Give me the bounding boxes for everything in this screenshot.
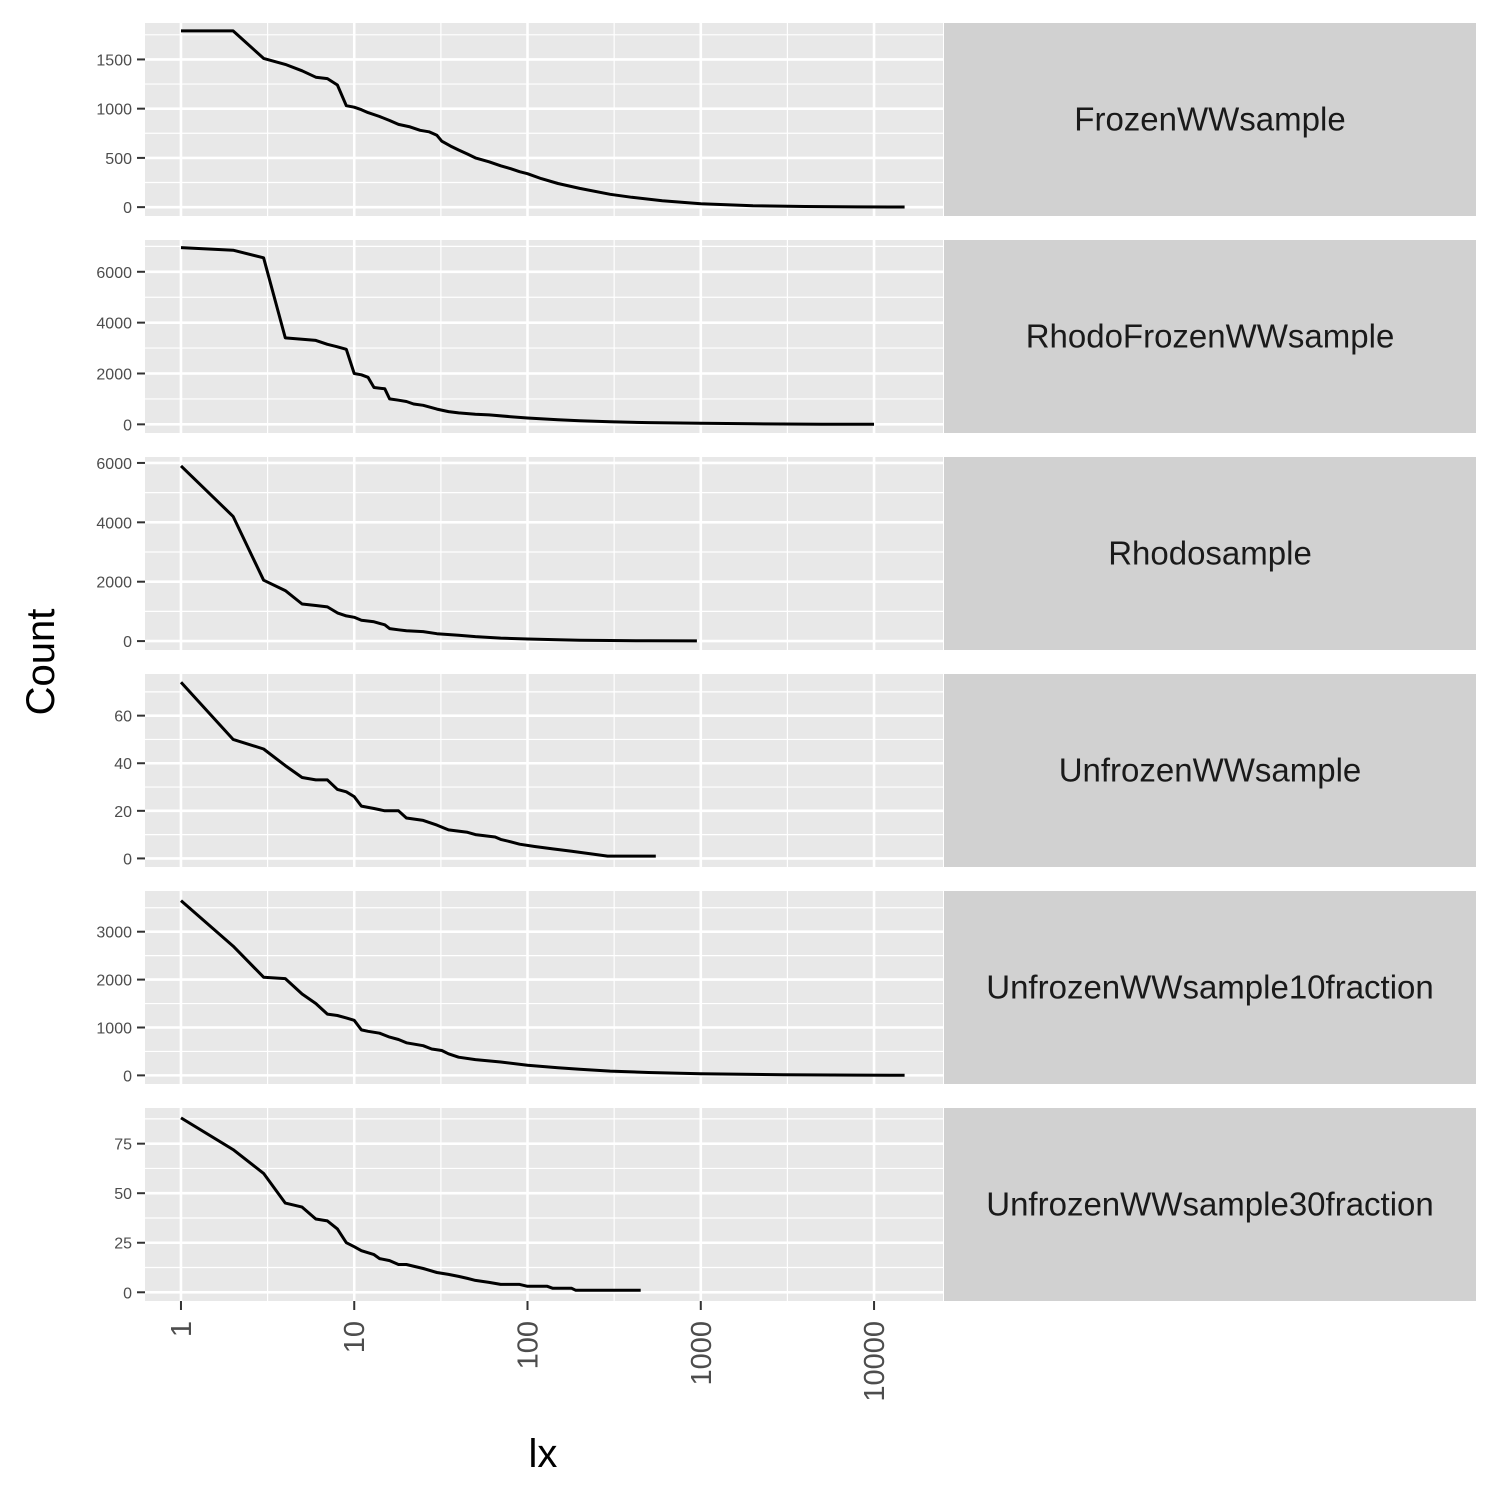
y-tick-label: 2000 <box>96 973 132 990</box>
series-line <box>179 681 656 858</box>
y-tick-label: 6000 <box>96 456 132 473</box>
facet-panel: 0 25 50 75 UnfrozenWWsample30fraction <box>114 1108 1476 1302</box>
y-tick-label: 40 <box>114 756 132 773</box>
series-line <box>179 464 697 643</box>
panels-group: 050010001500FrozenWWsample0200040006000R… <box>96 23 1476 1302</box>
y-tick-label: 1000 <box>96 1020 132 1037</box>
facet-panel: 0 2000 4000 6000 Rhodosample <box>96 456 1476 651</box>
facet-panel: 0 1000 2000 3000 UnfrozenWWsample10fraction <box>96 891 1476 1085</box>
facet-strip <box>944 457 1476 650</box>
y-tick-label: 0 <box>123 1068 132 1085</box>
series-line <box>180 899 905 1077</box>
panel-background <box>145 674 943 867</box>
panel-background <box>145 457 943 650</box>
x-tick-label: 1000 <box>686 1321 718 1386</box>
facet-strip <box>944 240 1476 433</box>
panel-background <box>145 240 943 433</box>
x-axis-title: lx <box>529 1432 558 1476</box>
facet-strip-label: FrozenWWsample <box>1074 101 1345 138</box>
facet-strip-label: UnfrozenWWsample30fraction <box>986 1186 1434 1223</box>
panel-background <box>145 891 943 1084</box>
y-tick-label: 20 <box>114 804 132 821</box>
y-tick-label: 0 <box>123 417 132 434</box>
y-tick-label: 1000 <box>96 102 132 119</box>
y-tick-label: 1500 <box>96 52 132 69</box>
y-tick-label: 75 <box>114 1137 132 1154</box>
facet-strip-label: RhodoFrozenWWsample <box>1026 318 1395 355</box>
y-tick-label: 0 <box>123 1285 132 1302</box>
x-axis: 1 10 100 1000 10000 <box>166 1301 891 1402</box>
facet-panel: 0 500 1000 1500 FrozenWWsample <box>96 23 1476 217</box>
facet-strip-label: UnfrozenWWsample <box>1059 752 1362 789</box>
facet-strip <box>944 891 1476 1084</box>
facet-strip <box>944 23 1476 216</box>
facet-strip-label: Rhodosample <box>1108 535 1312 572</box>
facet-strip <box>944 1108 1476 1301</box>
facet-panel: 0 2000 4000 6000 RhodoFrozenWWsample <box>96 240 1476 434</box>
series-line <box>180 246 875 426</box>
series-line <box>180 1116 641 1292</box>
y-tick-label: 50 <box>114 1186 132 1203</box>
y-tick-label: 4000 <box>96 515 132 532</box>
x-tick-label: 1 <box>166 1321 198 1337</box>
y-tick-label: 0 <box>123 851 132 868</box>
y-tick-label: 6000 <box>96 265 132 282</box>
y-tick-label: 25 <box>114 1236 132 1253</box>
panel-background <box>145 23 943 216</box>
facet-strip <box>944 674 1476 867</box>
y-tick-label: 60 <box>114 709 132 726</box>
y-tick-label: 3000 <box>96 925 132 942</box>
panel-background <box>145 1108 943 1301</box>
y-tick-label: 500 <box>105 151 132 168</box>
x-tick-label: 10 <box>339 1321 371 1353</box>
y-tick-label: 0 <box>123 200 132 217</box>
facet-panel: 0 20 40 60 UnfrozenWWsample <box>114 674 1476 868</box>
y-tick-label: 2000 <box>96 575 132 592</box>
y-tick-label: 0 <box>123 634 132 651</box>
x-tick-label: 10000 <box>859 1321 891 1402</box>
y-axis-title: Count <box>19 609 63 716</box>
x-tick-label: 100 <box>513 1321 545 1369</box>
facet-strip-label: UnfrozenWWsample10fraction <box>986 969 1434 1006</box>
series-line <box>181 29 905 209</box>
y-tick-label: 4000 <box>96 316 132 333</box>
y-tick-label: 2000 <box>96 366 132 383</box>
